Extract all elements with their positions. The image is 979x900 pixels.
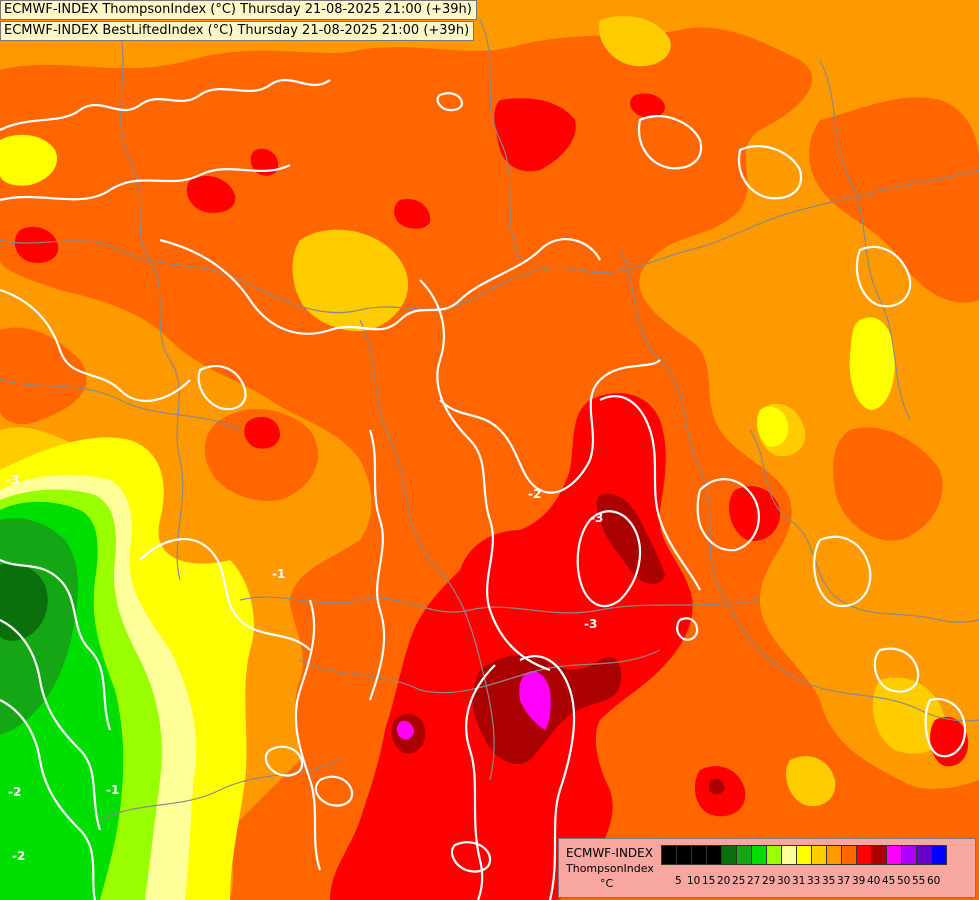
legend-swatch (826, 845, 842, 865)
legend-swatch (706, 845, 722, 865)
legend-tick-label: 15 (702, 875, 716, 887)
legend-subtitle: ThompsonIndex (566, 862, 654, 875)
legend-swatch (931, 845, 947, 865)
legend-unit: °C (600, 877, 614, 890)
legend-swatch (736, 845, 752, 865)
legend-swatch (766, 845, 782, 865)
legend-tick-label: 29 (762, 875, 776, 887)
isoline-label: -2 (8, 785, 21, 799)
isoline-label: -3 (590, 511, 603, 525)
legend-tick-label: 55 (912, 875, 926, 887)
isoline-label: -2 (528, 487, 541, 501)
legend-tick-label: 35 (822, 875, 836, 887)
legend-swatch (721, 845, 737, 865)
legend-tick-label: 39 (852, 875, 866, 887)
legend-tick-label: 31 (792, 875, 806, 887)
legend-swatches (661, 845, 947, 865)
legend-tick-label: 27 (747, 875, 761, 887)
isoline-label: -1 (106, 783, 119, 797)
legend-swatch (856, 845, 872, 865)
legend-tick-label: 40 (867, 875, 881, 887)
legend-tick-label: 30 (777, 875, 791, 887)
legend-swatch (841, 845, 857, 865)
legend-tick-label: 45 (882, 875, 896, 887)
legend-swatch (796, 845, 812, 865)
legend-swatch (901, 845, 917, 865)
field-25 (0, 563, 48, 641)
legend-tick-label: 10 (687, 875, 701, 887)
legend-tick-label: 33 (807, 875, 821, 887)
legend-swatch (751, 845, 767, 865)
isoline-label: -3 (584, 617, 597, 631)
lifted-index-isolines (0, 79, 967, 900)
isoline-label: -3 (6, 473, 19, 487)
isoline-labels: -3 -3 -2 -1 -2 -1 -2 -3 (6, 473, 603, 863)
legend-ticks: 5 10 15 20 25 27 29 30 31 33 35 37 39 40 45 50 55 60 (659, 875, 979, 889)
legend-tick-label: 25 (732, 875, 746, 887)
country-borders (0, 19, 979, 821)
map-title-thompson-index: ECMWF-INDEX ThompsonIndex (°C) Thursday … (0, 0, 477, 20)
isoline-label: -2 (12, 849, 25, 863)
field-37 (0, 27, 979, 900)
map-title-best-lifted-index: ECMWF-INDEX BestLiftedIndex (°C) Thursda… (0, 21, 475, 41)
legend-swatch (871, 845, 887, 865)
legend-tick-label: 60 (927, 875, 941, 887)
legend-tick-label: 37 (837, 875, 851, 887)
legend-swatch (676, 845, 692, 865)
legend-swatch (691, 845, 707, 865)
legend-tick-label: 50 (897, 875, 911, 887)
legend-tick-label: 5 (675, 875, 682, 887)
legend-swatch (811, 845, 827, 865)
legend-swatch (916, 845, 932, 865)
legend-title: ECMWF-INDEX (566, 846, 653, 860)
isoline-label: -1 (272, 567, 285, 581)
legend-tick-label: 20 (717, 875, 731, 887)
legend-swatch (886, 845, 902, 865)
field-45 (396, 671, 551, 740)
color-legend: ECMWF-INDEX ThompsonIndex °C 5 10 15 20 25 27… (558, 838, 976, 898)
legend-swatch (661, 845, 677, 865)
legend-swatch (781, 845, 797, 865)
